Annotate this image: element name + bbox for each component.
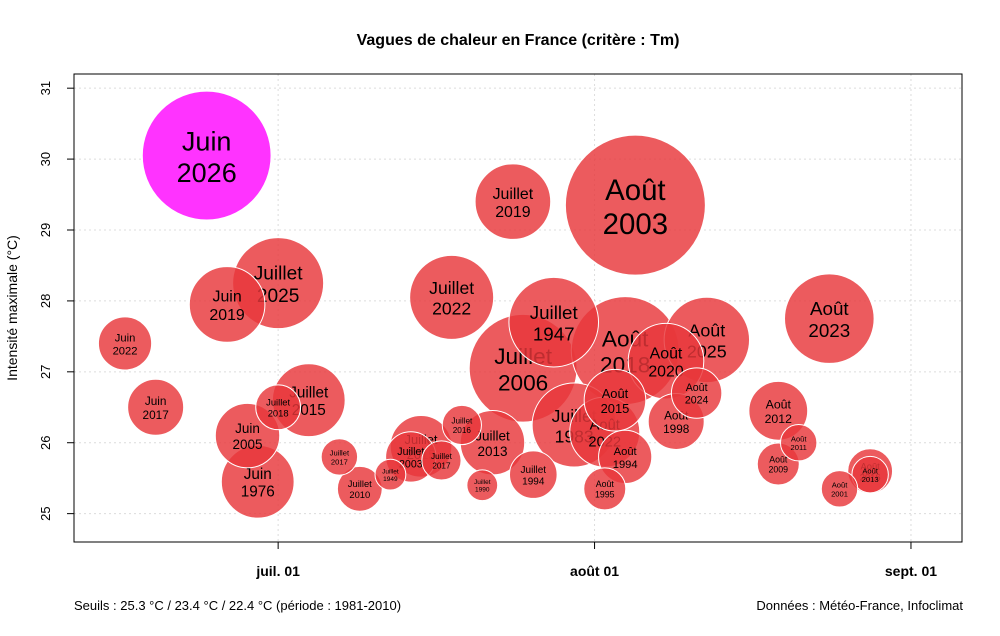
bubble-août-2013: Août 2013 (851, 455, 889, 494)
bubble-circle (564, 134, 706, 276)
bubble-circle (466, 469, 499, 502)
bubble-label: Juillet 2010 (348, 478, 372, 500)
bubble-juillet-2010: Juillet 2010 (336, 465, 383, 512)
bubble-circle (421, 440, 462, 481)
bubble-label: Août 2015 (601, 386, 630, 416)
bubble-label: Août 2009 (768, 454, 788, 474)
bubble-label: Août 2023 (808, 298, 850, 341)
bubble-circle (779, 424, 818, 462)
bubble-label: Juin 2019 (209, 289, 245, 324)
bubble-label: Août 2013 (862, 466, 879, 484)
x-tick-label: sept. 01 (885, 563, 937, 579)
bubble-août-2001: Août 2001 (820, 470, 859, 508)
bubble-label: Août 2001 (831, 480, 848, 498)
bubble-circle (508, 276, 600, 368)
bubble-août-2024: Août 2024 (670, 367, 723, 419)
bubble-label: Juillet 1990 (474, 479, 491, 494)
bubble-label: Juillet 2025 (254, 264, 304, 307)
bubble-juillet-2019: Juillet 2019 (474, 163, 552, 240)
chart-title: Vagues de chaleur en France (critère : T… (357, 32, 680, 49)
y-tick-label: 31 (38, 81, 53, 95)
bubble-circle (255, 384, 302, 431)
bubble-juin-2017: Juin 2017 (127, 378, 185, 436)
y-axis-label: Intensité maximale (°C) (4, 235, 20, 381)
bubble-label: Juillet 2019 (493, 186, 534, 221)
bubble-circle (820, 470, 859, 508)
bubble-circle (409, 254, 495, 340)
bubble-circle (441, 404, 482, 446)
data-source: Données : Météo-France, Infoclimat (756, 598, 963, 613)
bubble-label: Juillet 2018 (266, 397, 290, 419)
y-tick-label: 27 (38, 365, 53, 379)
bubble-juillet-2018: Juillet 2018 (255, 384, 302, 431)
bubble-juillet-1949: Juillet 1949 (374, 458, 407, 491)
bubble-label: Août 2024 (685, 382, 709, 406)
plot-frame (73, 73, 963, 543)
bubble-circle (374, 458, 407, 491)
bubble-label: Août 2020 (648, 345, 684, 380)
y-axis: 25 26 27 28 29 30 31 (38, 81, 74, 521)
bubble-circle (509, 450, 558, 499)
bubble-circle (784, 273, 875, 364)
bubble-juillet-1990: Juillet 1990 (466, 469, 499, 502)
bubble-circle (97, 316, 153, 371)
bubble-circle (583, 368, 647, 432)
bubble-juillet-2017: Juillet 2017 (421, 440, 462, 481)
bubble-circle (127, 378, 185, 436)
y-tick-label: 30 (38, 152, 53, 166)
bubble-juin-2026: Juin 2026 (141, 90, 272, 221)
bubble-label: Juillet 2022 (429, 278, 474, 318)
bubble-août-1995: Août 1995 (583, 467, 627, 511)
bubble-label: Juillet 1949 (382, 468, 399, 483)
x-axis: juil. 01 août 01 sept. 01 (255, 542, 937, 579)
bubble-circle (670, 367, 723, 419)
bubble-circle (336, 465, 383, 512)
bubble-juin-2022: Juin 2022 (97, 316, 153, 371)
bubble-label: Juillet 2013 (475, 428, 510, 459)
y-tick-label: 29 (38, 223, 53, 237)
y-tick-label: 28 (38, 294, 53, 308)
bubble-juillet-2016: Juillet 2016 (441, 404, 482, 446)
bubble-août-2023: Août 2023 (784, 273, 875, 364)
x-tick-label: juil. 01 (255, 563, 300, 579)
bubble-label: Juin 2026 (177, 127, 237, 188)
bubble-label: Août 1994 (613, 446, 638, 471)
x-tick-label: août 01 (570, 563, 619, 579)
bubble-circle (320, 438, 359, 476)
bubble-label: Juillet 2017 (431, 452, 453, 471)
bubble-circle (188, 266, 266, 343)
bubble-label: Août 1995 (595, 479, 615, 499)
bubble-circle (583, 467, 627, 511)
bubble-circle (141, 90, 272, 221)
bubble-août-2015: Août 2015 (583, 368, 647, 432)
bubble-label: Juillet 2017 (330, 449, 350, 467)
bubble-label: Juillet 2003 (397, 446, 424, 470)
bubble-juillet-1947: Juillet 1947 (508, 276, 600, 368)
bubble-label: Juin 1976 (241, 466, 275, 501)
bubble-label: Août 2011 (791, 434, 808, 452)
bubble-label: Juin 2005 (232, 421, 262, 452)
bubble-août-2011: Août 2011 (779, 424, 818, 462)
bubble-label: Juillet 2016 (451, 417, 473, 436)
bubble-circle (474, 163, 552, 240)
y-tick-label: 25 (38, 506, 53, 520)
bubble-label: Juillet 1994 (521, 465, 547, 488)
bubble-label: Juin 2017 (143, 394, 169, 422)
thresholds-note: Seuils : 25.3 °C / 23.4 °C / 22.4 °C (pé… (74, 598, 402, 613)
bubble-label: Août 2003 (603, 174, 668, 241)
bubble-label: Juillet 1947 (530, 302, 579, 345)
bubble-label: Août 2012 (765, 398, 793, 426)
bubble-juin-2019: Juin 2019 (188, 266, 266, 343)
bubble-label: Juin 2022 (113, 332, 138, 357)
bubble-juillet-2017: Juillet 2017 (320, 438, 359, 476)
y-tick-label: 26 (38, 435, 53, 449)
bubble-juillet-2022: Juillet 2022 (409, 254, 495, 340)
bubble-juillet-1994: Juillet 1994 (509, 450, 558, 499)
bubble-août-2003: Août 2003 (564, 134, 706, 276)
bubble-circle (851, 455, 889, 494)
